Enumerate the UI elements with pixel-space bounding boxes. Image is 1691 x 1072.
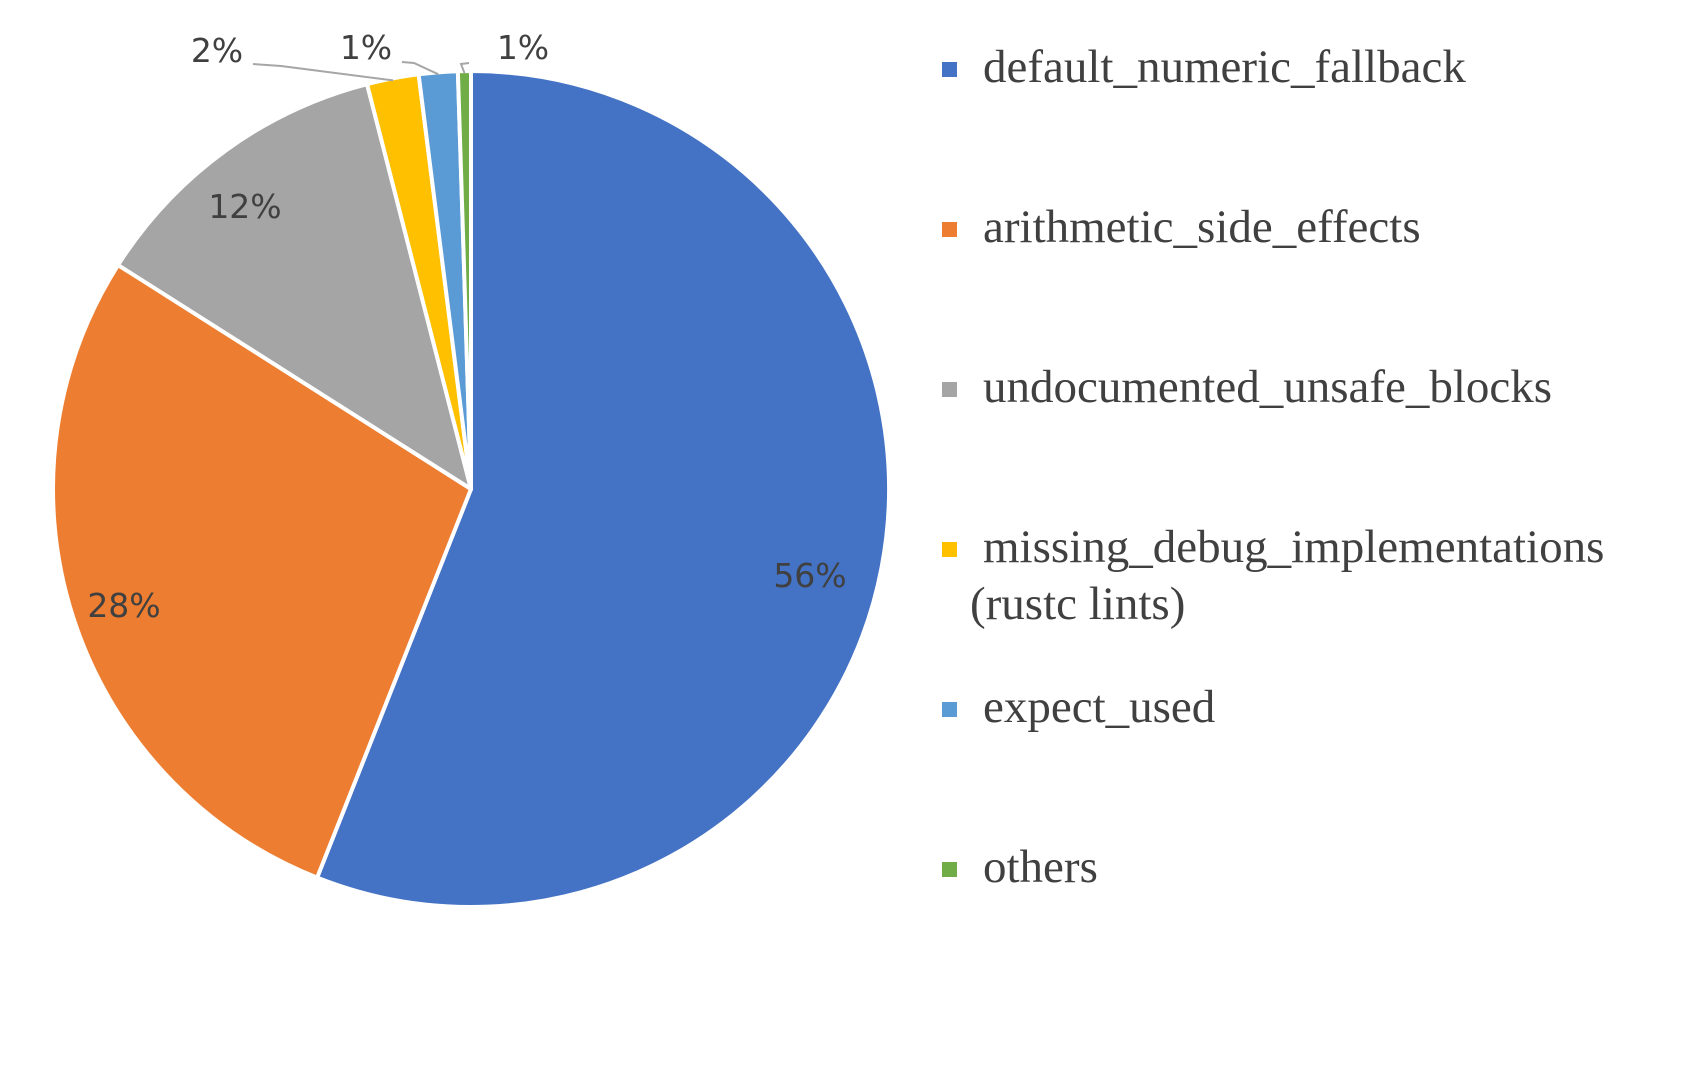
legend-swatch-missing-debug-implementations-rustc-lints (942, 542, 957, 557)
leader-line-expect-used (401, 61, 439, 76)
data-label-arithmetic-side-effects: 28% (87, 586, 160, 625)
legend-label-arithmetic-side-effects: arithmetic_side_effects (983, 201, 1421, 253)
pie-slice-arithmetic-side-effects (51, 263, 473, 880)
data-labels: 56% 28% 12% 2% 1% 1% (87, 28, 846, 625)
legend-swatch-others (942, 862, 957, 877)
leader-line-missing-debug-implementations-rustc-lints (252, 63, 394, 82)
legend-swatch-undocumented-unsafe-blocks (942, 382, 957, 397)
legend-label-expect-used: expect_used (983, 681, 1215, 733)
legend-label-missing-debug-implementations-rustc-lints: missing_debug_implementations (983, 521, 1604, 573)
data-label-expect-used: 1% (340, 28, 392, 67)
legend-label-default-numeric-fallback: default_numeric_fallback (983, 41, 1466, 93)
data-label-default-numeric-fallback: 56% (773, 556, 846, 595)
legend-label-others: others (983, 841, 1098, 893)
data-label-missing-debug-implementations-rustc-lints: 2% (191, 31, 243, 70)
leader-line-others (459, 62, 470, 74)
legend-swatch-default-numeric-fallback (942, 62, 957, 77)
pie-slice-undocumented-unsafe-blocks (116, 82, 473, 491)
pie-slice-default-numeric-fallback (315, 69, 891, 909)
legend: default_numeric_fallback arithmetic_side_… (942, 41, 1604, 893)
data-label-undocumented-unsafe-blocks: 12% (208, 187, 281, 226)
legend-label-missing-debug-implementations-rustc-lints-line-2: (rustc lints) (970, 578, 1185, 630)
data-label-others: 1% (497, 28, 549, 67)
pie-slices (51, 69, 891, 909)
leader-lines (252, 61, 470, 82)
legend-label-undocumented-unsafe-blocks: undocumented_unsafe_blocks (983, 361, 1552, 413)
legend-swatch-expect-used (942, 702, 957, 717)
legend-swatch-arithmetic-side-effects (942, 222, 957, 237)
